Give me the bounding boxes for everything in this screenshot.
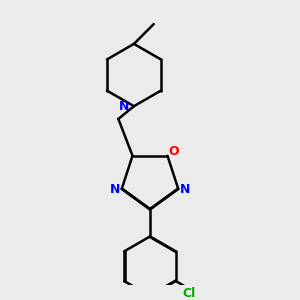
Text: N: N <box>119 100 129 113</box>
Text: N: N <box>110 182 120 196</box>
Text: Cl: Cl <box>182 287 195 300</box>
Text: O: O <box>168 145 179 158</box>
Text: N: N <box>180 182 190 196</box>
